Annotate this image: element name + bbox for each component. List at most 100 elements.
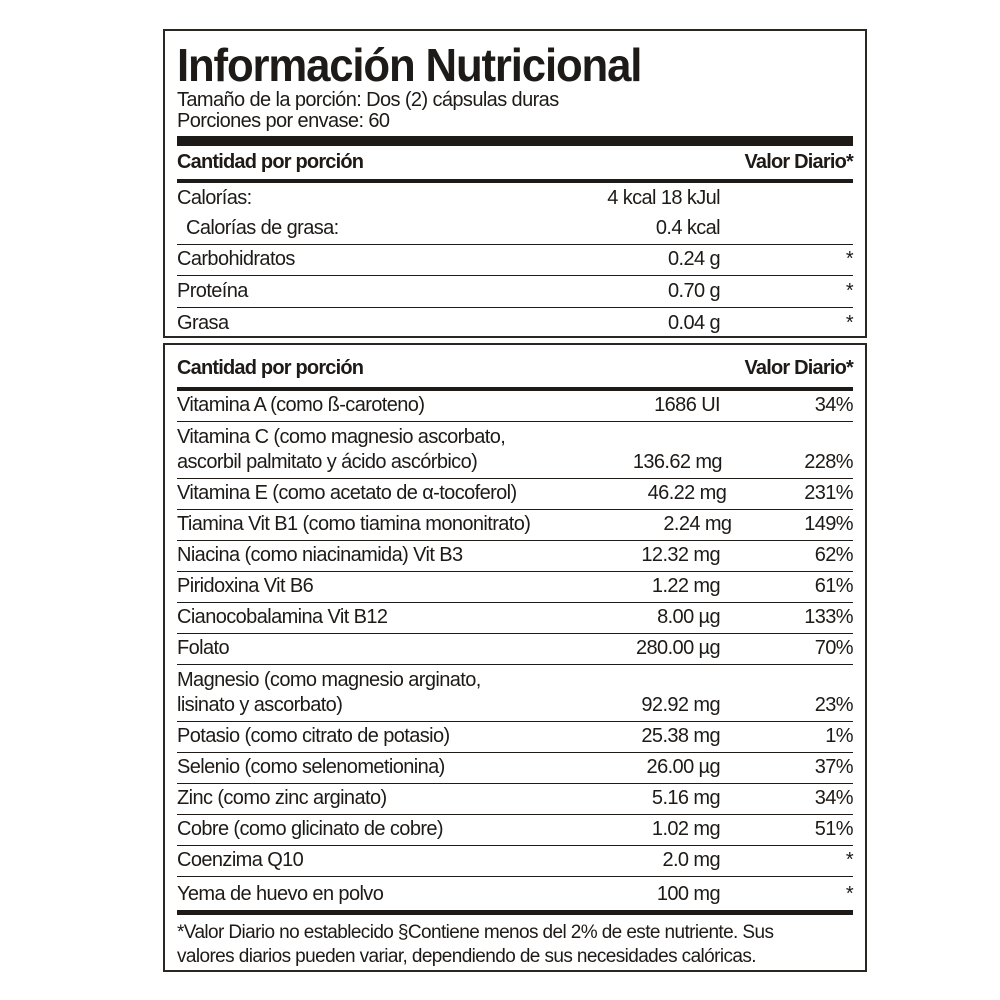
nutrient-name: Selenio (como selenometionina) bbox=[177, 755, 500, 780]
nutrient-name-line: Cobre (como glicinato de cobre) bbox=[177, 818, 444, 840]
divider bbox=[177, 387, 853, 391]
daily-value-percent: 37% bbox=[814, 756, 854, 778]
nutrient-row: Tiamina Vit B1 (como tiamina mononitrato… bbox=[177, 510, 854, 541]
section-header: Cantidad por porción Valor Diario* bbox=[177, 146, 854, 179]
nutrient-row: Yema de huevo en polvo 100 mg * bbox=[177, 877, 854, 910]
nutrient-name: Proteína bbox=[177, 279, 500, 304]
nutrient-name: Magnesio (como magnesio arginato, lisinat… bbox=[177, 668, 500, 718]
daily-value-percent: 228% bbox=[804, 451, 853, 473]
nutrient-amount: 92.92 mg bbox=[641, 694, 720, 716]
daily-value-percent: 1% bbox=[825, 725, 853, 747]
nutrient-name-line: Coenzima Q10 bbox=[177, 849, 304, 871]
serving-size: Tamaño de la porción: Dos (2) cápsulas d… bbox=[177, 89, 559, 111]
nutrient-name: Cobre (como glicinato de cobre) bbox=[177, 817, 500, 842]
nutrient-row: Cobre (como glicinato de cobre) 1.02 mg 51… bbox=[177, 815, 854, 846]
daily-value-heading: Valor Diario* bbox=[744, 151, 853, 173]
nutrient-amount: 1.02 mg bbox=[651, 818, 721, 840]
nutrient-row: Vitamina C (como magnesio ascorbato, asco… bbox=[177, 422, 854, 479]
nutrient-name: Vitamina A (como ß-caroteno) bbox=[177, 393, 500, 418]
nutrient-amount: 136.62 mg bbox=[632, 451, 723, 473]
nutrient-row: Vitamina A (como ß-caroteno) 1686 UI 34% bbox=[177, 391, 854, 422]
nutrient-row: Selenio (como selenometionina) 26.00 µg 37… bbox=[177, 753, 854, 784]
nutrient-name-line: Magnesio (como magnesio arginato, bbox=[177, 669, 481, 691]
nutrient-name: Vitamina C (como magnesio ascorbato, asco… bbox=[177, 425, 506, 475]
nutrient-name-line: Proteína bbox=[177, 280, 248, 302]
nutrient-name-line: Vitamina A (como ß-caroteno) bbox=[177, 394, 425, 416]
nutrient-name-line: Folato bbox=[177, 637, 230, 659]
nutrient-amount: 26.00 µg bbox=[646, 756, 721, 778]
nutrient-name: Potasio (como citrato de potasio) bbox=[177, 724, 500, 749]
nutrient-row: Cianocobalamina Vit B12 8.00 µg 133% bbox=[177, 603, 854, 634]
nutrient-amount: 280.00 µg bbox=[636, 637, 721, 659]
servings-per-container: Porciones por envase: 60 bbox=[177, 110, 390, 132]
label-title: Información Nutricional bbox=[177, 39, 642, 91]
nutrient-name-line: Calorías de grasa: bbox=[186, 217, 339, 239]
nutrient-name: Carbohidratos bbox=[177, 247, 500, 272]
nutrient-name: Vitamina E (como acetato de α-tocoferol) bbox=[177, 481, 517, 506]
nutrient-name-line: Zinc (como zinc arginato) bbox=[177, 787, 387, 809]
nutrient-name: Tiamina Vit B1 (como tiamina mononitrato… bbox=[177, 512, 531, 537]
nutrient-name: Folato bbox=[177, 636, 500, 661]
footnote: *Valor Diario no establecido §Contiene m… bbox=[177, 921, 853, 969]
daily-value-percent: 34% bbox=[814, 394, 854, 416]
nutrient-amount: 0.24 g bbox=[667, 248, 721, 270]
nutrient-row: Proteína 0.70 g * bbox=[177, 276, 854, 308]
nutrient-row: Niacina (como niacinamida) Vit B3 12.32 m… bbox=[177, 541, 854, 572]
daily-value-percent: * bbox=[845, 849, 854, 871]
daily-value-percent: 133% bbox=[804, 606, 853, 628]
nutrient-name: Yema de huevo en polvo bbox=[177, 882, 500, 907]
daily-value-percent: * bbox=[845, 312, 854, 334]
nutrient-amount: 2.0 mg bbox=[662, 849, 720, 871]
footnote-line: valores diarios pueden variar, dependien… bbox=[177, 946, 757, 967]
section-header: Cantidad por porción Valor Diario* bbox=[177, 349, 854, 387]
nutrient-name-line: Tiamina Vit B1 (como tiamina mononitrato… bbox=[177, 513, 531, 535]
nutrient-name-line: Carbohidratos bbox=[177, 248, 295, 270]
nutrient-row: Zinc (como zinc arginato) 5.16 mg 34% bbox=[177, 784, 854, 815]
nutrient-amount: 100 mg bbox=[656, 883, 721, 905]
nutrient-row: Grasa 0.04 g * bbox=[177, 308, 854, 339]
nutrient-row: Vitamina E (como acetato de α-tocoferol)… bbox=[177, 479, 854, 510]
nutrition-facts-micronutrient-panel: Cantidad por porción Valor Diario* Vitam… bbox=[163, 343, 867, 972]
footnote-line: *Valor Diario no establecido §Contiene m… bbox=[177, 922, 774, 943]
nutrient-row: Piridoxina Vit B6 1.22 mg 61% bbox=[177, 572, 854, 603]
divider bbox=[177, 179, 853, 183]
nutrient-amount: 2.24 mg bbox=[663, 513, 732, 535]
nutrition-facts-top-panel: Información Nutricional Tamaño de la por… bbox=[163, 29, 867, 338]
thick-divider bbox=[177, 910, 853, 915]
daily-value-percent: 51% bbox=[814, 818, 854, 840]
nutrient-row: Carbohidratos 0.24 g * bbox=[177, 245, 854, 276]
nutrient-amount: 12.32 mg bbox=[641, 544, 720, 566]
nutrient-amount: 0.04 g bbox=[667, 312, 721, 334]
nutrient-amount: 0.70 g bbox=[667, 280, 721, 302]
daily-value-percent: 23% bbox=[814, 694, 854, 716]
nutrient-amount: 46.22 mg bbox=[647, 482, 727, 504]
nutrient-amount: 1.22 mg bbox=[651, 575, 721, 597]
daily-value-percent: 62% bbox=[814, 544, 854, 566]
nutrient-row: Magnesio (como magnesio arginato, lisinat… bbox=[177, 665, 854, 722]
nutrient-name: Niacina (como niacinamida) Vit B3 bbox=[177, 543, 500, 568]
nutrient-name: Zinc (como zinc arginato) bbox=[177, 786, 500, 811]
nutrient-amount: 25.38 mg bbox=[641, 725, 720, 747]
nutrient-name-line: Calorías: bbox=[177, 187, 252, 209]
daily-value-percent: 149% bbox=[804, 513, 853, 535]
nutrient-name-line: ascorbil palmitato y ácido ascórbico) bbox=[177, 451, 478, 473]
daily-value-percent: * bbox=[845, 248, 854, 270]
daily-value-heading: Valor Diario* bbox=[744, 356, 853, 379]
nutrient-name: Piridoxina Vit B6 bbox=[177, 574, 500, 599]
macro-nutrient-list: Calorías: 4 kcal 18 kJul Calorías de grasa… bbox=[177, 183, 854, 339]
nutrient-row: Calorías: 4 kcal 18 kJul bbox=[177, 183, 853, 214]
nutrient-name-line: Piridoxina Vit B6 bbox=[177, 575, 314, 597]
nutrient-amount: 1686 UI bbox=[654, 394, 720, 416]
nutrient-name: Coenzima Q10 bbox=[177, 848, 500, 873]
amount-per-serving-heading: Cantidad por porción bbox=[177, 356, 364, 379]
nutrient-row: Folato 280.00 µg 70% bbox=[177, 634, 854, 665]
thick-divider bbox=[177, 136, 853, 146]
nutrient-amount: 4 kcal 18 kJul bbox=[607, 187, 720, 209]
nutrient-amount: 5.16 mg bbox=[651, 787, 721, 809]
daily-value-percent: 34% bbox=[814, 787, 854, 809]
nutrient-amount: 8.00 µg bbox=[657, 606, 721, 628]
nutrient-name-line: lisinato y ascorbato) bbox=[177, 694, 343, 716]
nutrient-name: Calorías: bbox=[177, 186, 500, 211]
nutrient-row: Potasio (como citrato de potasio) 25.38 m… bbox=[177, 722, 854, 753]
nutrient-name-line: Yema de huevo en polvo bbox=[177, 883, 384, 905]
